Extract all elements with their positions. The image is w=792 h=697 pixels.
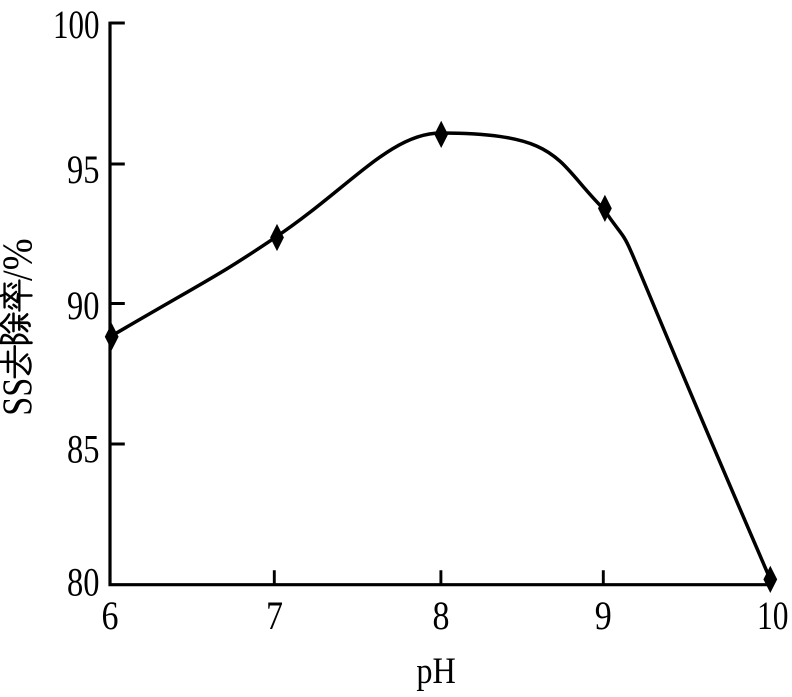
svg-text:/%: /% [0, 238, 42, 281]
svg-text:pH: pH [416, 651, 455, 692]
svg-text:10: 10 [757, 593, 789, 638]
svg-text:SS: SS [0, 378, 42, 416]
svg-text:7: 7 [266, 593, 283, 638]
svg-text:80: 80 [67, 559, 100, 604]
svg-text:90: 90 [67, 283, 100, 328]
svg-text:100: 100 [53, 2, 100, 47]
svg-text:8: 8 [433, 593, 450, 638]
svg-text:9: 9 [595, 593, 612, 638]
svg-text:85: 85 [67, 426, 100, 471]
svg-text:6: 6 [102, 593, 119, 638]
svg-text:95: 95 [67, 147, 100, 192]
